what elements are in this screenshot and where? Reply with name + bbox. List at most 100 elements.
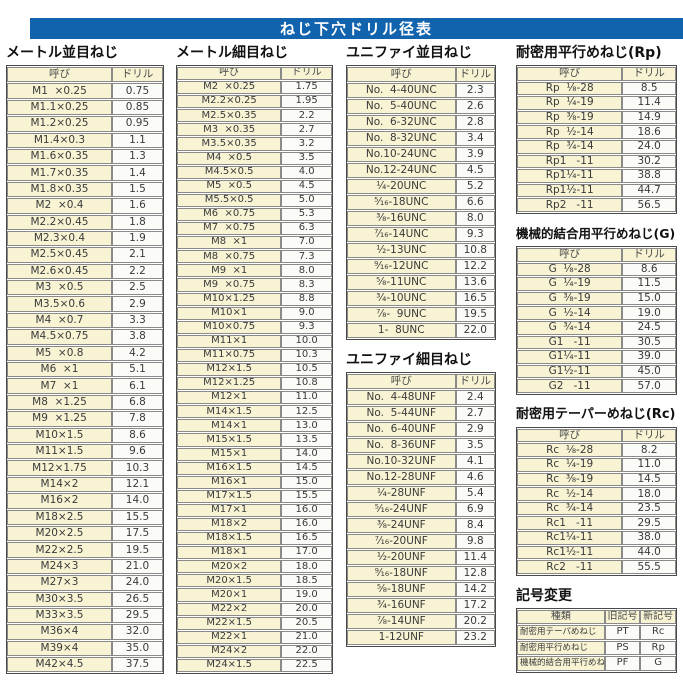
cell-value: 8.6 xyxy=(622,262,676,277)
cell-value: 15.5 xyxy=(111,509,163,525)
cell-value: 2.7 xyxy=(455,406,495,421)
cell-designation: M22×2.5 xyxy=(7,542,112,558)
cell-designation: M12×1.75 xyxy=(7,460,112,476)
table-row: M2.5×0.45 2.1 xyxy=(7,247,163,263)
table-row: 1- 8UNC 22.0 xyxy=(347,323,495,338)
cell-designation: M2.6×0.45 xyxy=(7,263,112,280)
cell-value: 6.1 xyxy=(111,378,163,394)
cell-designation: M11×1.5 xyxy=(7,443,112,460)
cell-designation: No. 4-40UNC xyxy=(347,83,456,98)
cell-designation: G ¹⁄₄-19 xyxy=(517,277,623,291)
table-row: No. 6-40UNF 2.9 xyxy=(347,422,495,437)
header-row: 呼び ドリル xyxy=(7,67,163,83)
section-title-symbol-change: 記号変更 xyxy=(516,587,572,604)
table-row: No.12-28UNF 4.6 xyxy=(347,470,495,485)
cell-designation: Rc ¹⁄₈-28 xyxy=(517,443,623,458)
cell-value: 16.0 xyxy=(281,518,332,532)
cell-value: 10.3 xyxy=(111,460,163,476)
cell-value: 10.5 xyxy=(281,362,332,377)
cell-value: 19.0 xyxy=(281,588,332,602)
cell-designation: M7 ×1 xyxy=(7,378,112,394)
cell-designation: Rp1¹⁄₄-11 xyxy=(517,169,623,183)
cell-designation: M39×4 xyxy=(7,640,112,657)
table-row: M39×4 35.0 xyxy=(7,640,163,657)
cell-designation: ¹⁄₂-13UNC xyxy=(347,243,456,258)
header-row: 呼び ドリル xyxy=(517,428,676,443)
table-row: Rp ¹⁄₈-28 8.5 xyxy=(517,81,676,96)
cell-value: 32.0 xyxy=(111,624,163,640)
table-row: M1.2×0.25 0.95 xyxy=(7,116,163,132)
table-row: M12×1.25 10.8 xyxy=(177,377,332,391)
cell-value: 11.5 xyxy=(622,277,676,291)
cell-designation: M6 ×0.75 xyxy=(177,207,282,222)
table-row: Rc1¹⁄₄-11 38.0 xyxy=(517,531,676,545)
column-header: 呼び xyxy=(177,67,282,81)
cell-value: 1.95 xyxy=(281,95,332,109)
cell-value: 12.1 xyxy=(111,476,163,493)
cell-value: 9.8 xyxy=(455,534,495,549)
table-row: ⁷⁄₈- 9UNC 19.5 xyxy=(347,307,495,322)
cell-designation: No. 4-48UNF xyxy=(347,390,456,405)
cell-designation: 耐密用平行めねじ xyxy=(517,640,605,656)
table-row: M10×1.5 8.6 xyxy=(7,427,163,443)
cell-designation: M1 ×0.25 xyxy=(7,83,112,99)
cell-value: 12.8 xyxy=(455,566,495,581)
cell-value: 8.0 xyxy=(281,264,332,278)
cell-designation: M24×2 xyxy=(177,644,282,658)
cell-designation: 1-12UNF xyxy=(347,630,456,645)
cell-designation: M10×1.5 xyxy=(7,427,112,443)
table-row: ⁵⁄₈-18UNF 14.2 xyxy=(347,582,495,597)
table-row: M17×1.5 15.5 xyxy=(177,489,332,503)
cell-value: Rp xyxy=(640,640,676,656)
cell-value: 6.8 xyxy=(111,394,163,411)
cell-value: 14.9 xyxy=(622,110,676,125)
cell-designation: ⁵⁄₁₆-24UNF xyxy=(347,502,456,517)
table-row: M30×3.5 26.5 xyxy=(7,591,163,607)
cell-designation: M1.8×0.35 xyxy=(7,181,112,198)
cell-designation: M8 ×1 xyxy=(177,236,282,250)
table-row: M22×1.5 20.5 xyxy=(177,616,332,630)
table-row: M1 ×0.25 0.75 xyxy=(7,83,163,99)
cell-value: 1.9 xyxy=(111,230,163,247)
cell-value: 2.3 xyxy=(455,83,495,98)
table-row: No. 5-40UNC 2.6 xyxy=(347,99,495,114)
cell-designation: M16×1.5 xyxy=(177,461,282,475)
cell-value: 24.0 xyxy=(622,139,676,154)
table-row: M7 ×1 6.1 xyxy=(7,378,163,394)
cell-value: 8.5 xyxy=(622,81,676,96)
table-row: M14×1.5 12.5 xyxy=(177,405,332,419)
table-row: M4 ×0.5 3.5 xyxy=(177,151,332,165)
cell-designation: ³⁄₈-24UNF xyxy=(347,518,456,533)
cell-designation: G ³⁄₈-19 xyxy=(517,291,623,306)
cell-designation: ⁹⁄₁₆-18UNF xyxy=(347,566,456,581)
cell-designation: G ¹⁄₂-14 xyxy=(517,306,623,320)
cell-value: 37.5 xyxy=(111,657,163,673)
cell-value: 39.0 xyxy=(622,350,676,364)
cell-designation: M5.5×0.5 xyxy=(177,193,282,207)
cell-value: 9.3 xyxy=(455,227,495,242)
table-row: Rp ³⁄₈-19 14.9 xyxy=(517,110,676,125)
cell-designation: M9 ×0.75 xyxy=(177,278,282,292)
table-row: M18×2 16.0 xyxy=(177,518,332,532)
table-row: Rp ¹⁄₄-19 11.4 xyxy=(517,96,676,110)
cell-designation: G1¹⁄₄-11 xyxy=(517,350,623,364)
table-row: M16×1.5 14.5 xyxy=(177,461,332,475)
table-row: M1.1×0.25 0.85 xyxy=(7,99,163,116)
column-header: ドリル xyxy=(622,247,676,262)
cell-designation: M15×1.5 xyxy=(177,433,282,447)
cell-value: 6.9 xyxy=(455,502,495,517)
page-title: ねじ下穴ドリル径表 xyxy=(30,18,683,39)
cell-value: 14.2 xyxy=(455,582,495,597)
cell-value: 13.6 xyxy=(455,275,495,290)
cell-designation: M4.5×0.5 xyxy=(177,165,282,179)
column-header: ドリル xyxy=(281,67,332,81)
cell-designation: M1.2×0.25 xyxy=(7,116,112,132)
column-header: 呼び xyxy=(347,374,456,389)
cell-designation: Rc1 -11 xyxy=(517,516,623,531)
column-header: 呼び xyxy=(7,67,112,83)
cell-designation: M4.5×0.75 xyxy=(7,329,112,345)
cell-value: 19.5 xyxy=(111,542,163,558)
cell-value: 45.0 xyxy=(622,364,676,379)
table-row: M11×1 10.0 xyxy=(177,334,332,348)
